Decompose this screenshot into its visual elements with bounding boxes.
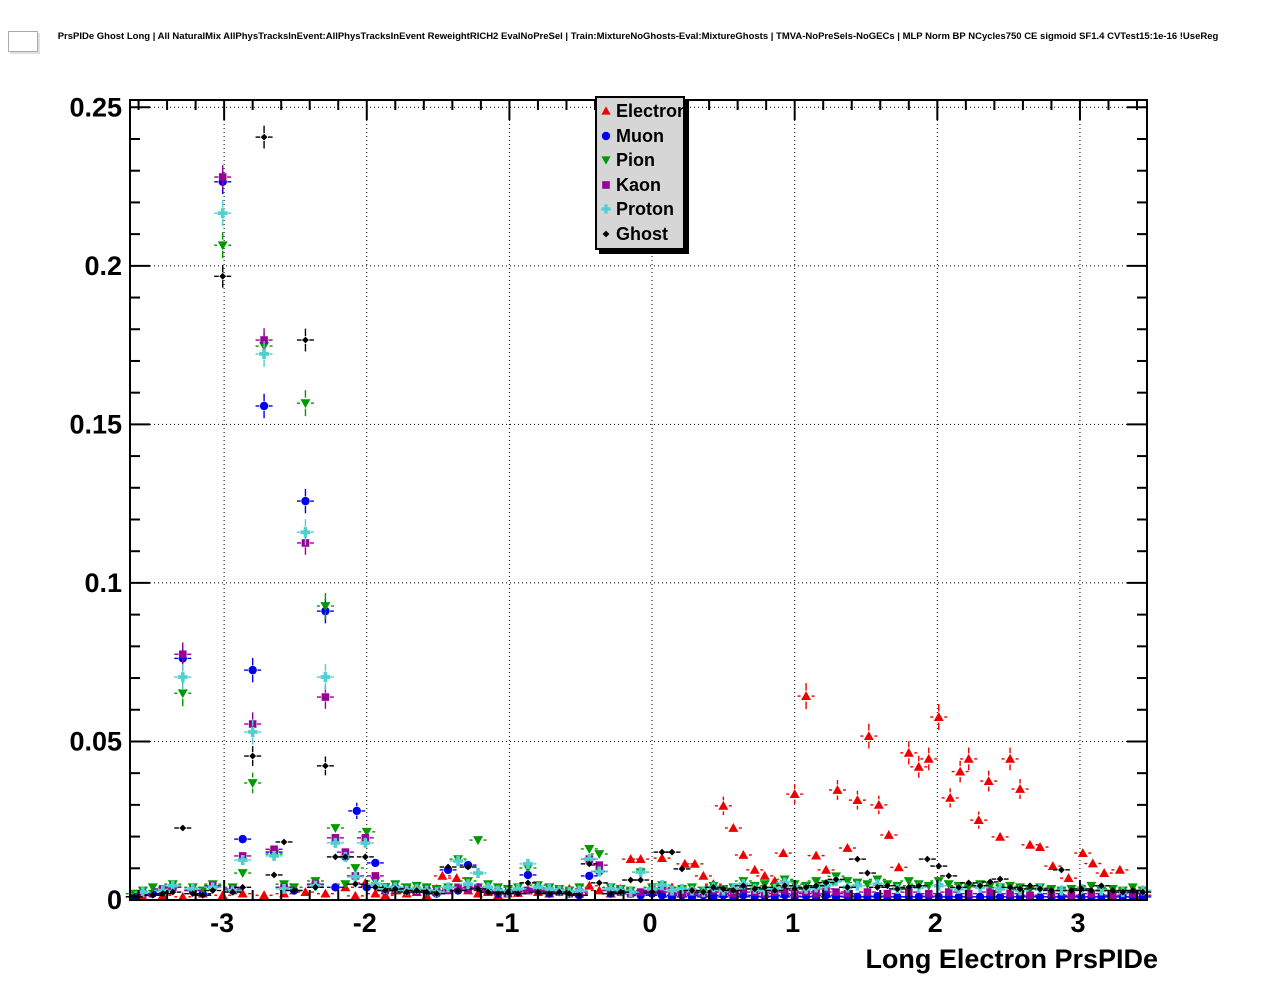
legend-label: Pion: [616, 150, 655, 171]
legend-marker-triangle-down-icon: [601, 156, 611, 165]
series-pion: [125, 232, 1152, 899]
legend-entry-pion: Pion: [599, 148, 683, 173]
x-axis-label: Long Electron PrsPIDe: [865, 944, 1158, 974]
x-tick-labels: -3 -2 -1 0 1 2 3: [210, 908, 1085, 938]
svg-text:3: 3: [1070, 908, 1085, 938]
x-grid: [223, 100, 1081, 900]
legend-marker-triangle-up-icon: [601, 106, 611, 115]
series-electron: [134, 683, 1152, 901]
series-ghost: [125, 125, 1152, 901]
svg-text:0.15: 0.15: [69, 409, 122, 439]
svg-text:0.2: 0.2: [84, 251, 122, 281]
legend-label: Proton: [616, 199, 674, 220]
svg-text:0.05: 0.05: [69, 726, 122, 756]
legend: Electron Muon Pion Kaon Proton Ghost: [595, 96, 688, 250]
plot-title: PrsPIDe Ghost Long | All NaturalMix AllP…: [57, 31, 1219, 42]
series-proton: [134, 200, 1152, 898]
legend-marker-circle-icon: [601, 131, 611, 140]
svg-text:-2: -2: [353, 908, 377, 938]
corner-stats-box: [8, 31, 38, 52]
legend-marker-square-icon: [602, 180, 610, 189]
svg-text:0.25: 0.25: [69, 92, 122, 122]
legend-marker-diamond-icon: [602, 230, 610, 238]
legend-entry-kaon: Kaon: [599, 173, 683, 198]
svg-text:-3: -3: [210, 908, 234, 938]
svg-text:0.1: 0.1: [84, 568, 122, 598]
svg-text:1: 1: [785, 908, 800, 938]
legend-entry-muon: Muon: [599, 124, 683, 149]
legend-label: Kaon: [616, 174, 661, 195]
svg-text:-1: -1: [495, 908, 519, 938]
legend-label: Muon: [616, 125, 664, 146]
legend-label: Electron: [616, 101, 689, 122]
y-tick-labels: 0 0.05 0.1 0.15 0.2 0.25: [69, 92, 122, 915]
series-kaon: [134, 165, 1142, 900]
series-muon: [125, 169, 1152, 902]
legend-entry-proton: Proton: [599, 197, 683, 222]
svg-text:0: 0: [107, 885, 122, 915]
legend-marker-cross-icon: [601, 204, 611, 214]
legend-entry-ghost: Ghost: [599, 222, 683, 247]
legend-label: Ghost: [616, 223, 668, 244]
legend-entry-electron: Electron: [599, 99, 688, 124]
svg-text:0: 0: [643, 908, 658, 938]
svg-text:2: 2: [928, 908, 943, 938]
axis-ticks: [130, 100, 1147, 901]
